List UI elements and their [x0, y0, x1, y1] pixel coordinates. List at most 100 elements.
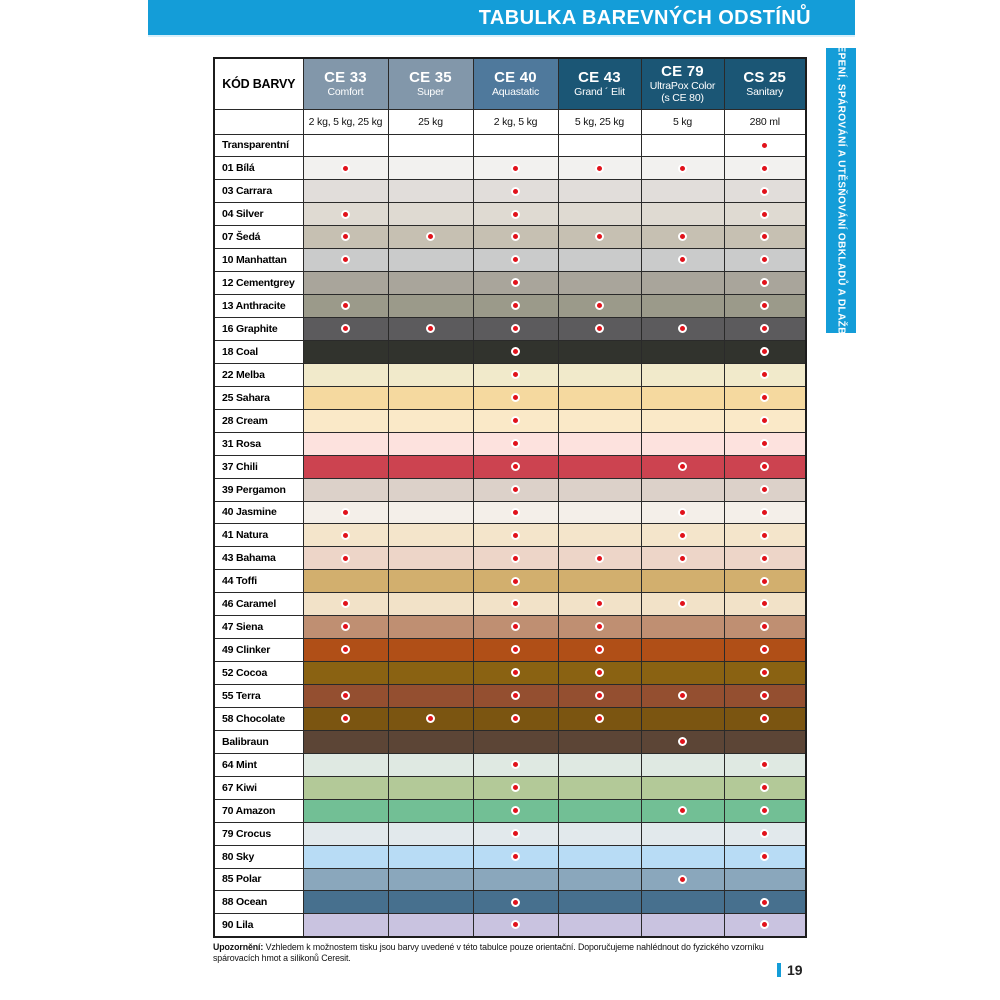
availability-cell: [387, 913, 474, 938]
availability-dot-icon: [341, 622, 350, 632]
color-row: 67 Kiwi: [213, 775, 807, 800]
availability-dot-icon: [760, 393, 770, 403]
product-header-ce-35: CE 35 Super: [387, 57, 474, 110]
availability-dot-icon: [341, 645, 350, 655]
availability-dot-icon: [595, 668, 604, 678]
color-code-label: 41 Natura: [213, 523, 304, 548]
availability-dot-icon: [760, 714, 770, 724]
availability-dot-icon: [595, 645, 604, 655]
availability-dot-icon: [678, 691, 687, 701]
color-row: 47 Siena: [213, 615, 807, 640]
availability-cell: [302, 523, 389, 548]
availability-cell: [302, 477, 389, 502]
availability-cell: [472, 569, 559, 594]
availability-cell: [472, 821, 559, 846]
availability-cell: [302, 271, 389, 296]
color-row: 28 Cream: [213, 408, 807, 433]
product-code: CS 25: [743, 69, 787, 87]
page-number: 19: [777, 962, 803, 978]
availability-cell: [472, 454, 559, 479]
availability-dot-icon: [760, 438, 770, 448]
product-name-line2: (s CE 80): [661, 92, 704, 105]
availability-cell: [723, 913, 807, 938]
availability-cell: [302, 775, 389, 800]
availability-cell: [723, 706, 807, 731]
availability-cell: [302, 615, 389, 640]
color-row: 07 Šedá: [213, 225, 807, 250]
availability-dot-icon: [511, 668, 520, 678]
availability-cell: [640, 454, 725, 479]
color-code-label: 25 Sahara: [213, 385, 304, 410]
sizes-corner-cell: [213, 108, 304, 135]
availability-dot-icon: [760, 507, 770, 517]
availability-dot-icon: [511, 897, 520, 907]
availability-cell: [302, 844, 389, 869]
availability-dot-icon: [511, 622, 520, 632]
availability-cell: [723, 408, 807, 433]
availability-cell: [557, 156, 642, 181]
availability-cell: [387, 431, 474, 456]
availability-cell: [557, 454, 642, 479]
availability-dot-icon: [341, 507, 350, 517]
availability-dot-icon: [678, 232, 687, 242]
color-row: 03 Carrara: [213, 179, 807, 204]
availability-cell: [472, 385, 559, 410]
availability-dot-icon: [678, 530, 687, 540]
product-code: CE 40: [494, 69, 537, 87]
availability-cell: [640, 844, 725, 869]
color-code-label: Transparentní: [213, 133, 304, 158]
color-code-label: 85 Polar: [213, 867, 304, 892]
availability-cell: [387, 523, 474, 548]
availability-cell: [557, 133, 642, 158]
color-row: 41 Natura: [213, 523, 807, 548]
availability-cell: [723, 202, 807, 227]
availability-cell: [302, 431, 389, 456]
availability-dot-icon: [760, 278, 770, 288]
color-row: Transparentní: [213, 133, 807, 158]
color-row: 01 Bílá: [213, 156, 807, 181]
availability-dot-icon: [760, 599, 770, 609]
color-row: 90 Lila: [213, 913, 807, 938]
availability-dot-icon: [678, 805, 687, 815]
availability-cell: [387, 661, 474, 685]
availability-cell: [472, 798, 559, 823]
availability-cell: [723, 477, 807, 502]
availability-cell: [472, 729, 559, 754]
color-code-label: 44 Toffi: [213, 569, 304, 594]
availability-cell: [302, 798, 389, 823]
availability-cell: [472, 156, 559, 181]
availability-cell: [723, 890, 807, 915]
availability-dot-icon: [341, 324, 350, 334]
color-rows-body: Transparentní 01 Bílá 03 Carrara 04 Silver 0…: [213, 133, 807, 938]
color-row: 79 Crocus: [213, 821, 807, 846]
availability-cell: [557, 408, 642, 433]
color-code-label: 67 Kiwi: [213, 775, 304, 800]
availability-dot-icon: [341, 209, 350, 219]
color-code-label: 37 Chili: [213, 454, 304, 479]
availability-cell: [723, 821, 807, 846]
availability-cell: [640, 890, 725, 915]
availability-dot-icon: [760, 782, 770, 792]
availability-cell: [472, 431, 559, 456]
availability-dot-icon: [760, 163, 770, 173]
color-row: 46 Caramel: [213, 592, 807, 617]
availability-cell: [723, 179, 807, 204]
availability-cell: [302, 385, 389, 410]
availability-cell: [472, 362, 559, 387]
availability-cell: [302, 500, 389, 525]
availability-cell: [557, 477, 642, 502]
availability-cell: [640, 638, 725, 663]
availability-cell: [557, 592, 642, 617]
color-row: 10 Manhattan: [213, 248, 807, 273]
availability-cell: [472, 890, 559, 915]
availability-dot-icon: [760, 530, 770, 540]
availability-cell: [640, 179, 725, 204]
availability-dot-icon: [511, 576, 520, 586]
availability-cell: [472, 844, 559, 869]
availability-cell: [557, 844, 642, 869]
product-name: UltraPox Color: [649, 80, 716, 93]
color-row: 18 Coal: [213, 339, 807, 364]
color-code-label: 39 Pergamon: [213, 477, 304, 502]
package-sizes: 25 kg: [387, 108, 474, 135]
color-code-label: 46 Caramel: [213, 592, 304, 617]
